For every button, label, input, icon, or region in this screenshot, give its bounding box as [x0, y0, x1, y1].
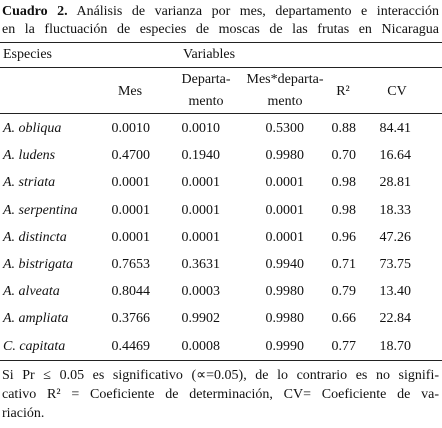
value-cell: 0.9940 [265, 257, 305, 272]
value-cell: 0.0001 [181, 202, 221, 218]
column-header: R² [336, 84, 350, 99]
value-cell: 13.40 [379, 284, 412, 300]
value-cell: 28.81 [379, 175, 412, 191]
rule [0, 113, 442, 114]
value-cell: 0.77 [331, 338, 357, 354]
rule [0, 42, 442, 43]
species-cell: A. distincta [3, 229, 67, 245]
value-cell: 0.0001 [111, 229, 151, 245]
value-cell: 0.4700 [111, 148, 151, 164]
value-cell: 18.33 [379, 202, 412, 218]
value-cell: 0.0001 [111, 175, 151, 191]
column-header: mento [267, 94, 303, 109]
value-cell: 73.75 [379, 257, 412, 272]
value-cell: 0.9990 [265, 338, 305, 354]
value-cell: 0.8044 [111, 284, 151, 300]
value-cell: 0.71 [331, 257, 357, 272]
caption-label: Cuadro 2. [2, 4, 68, 19]
value-cell: 0.0001 [111, 202, 151, 218]
value-cell: 0.98 [331, 175, 357, 191]
value-cell: 0.0001 [265, 229, 305, 245]
column-header: Mes*departa- [246, 72, 324, 87]
value-cell: 16.64 [379, 148, 412, 164]
value-cell: 0.0010 [181, 121, 221, 136]
footnote-line: riación. [2, 406, 45, 421]
footnote-line: Si Pr ≤ 0.05 es significativo (∝=0.05), … [2, 368, 439, 383]
value-cell: 0.66 [331, 311, 357, 327]
species-cell: C. capitata [3, 338, 66, 354]
value-cell: 0.4469 [111, 338, 151, 354]
caption-text: Análisis de varianza por mes, departamen… [76, 4, 439, 19]
species-cell: A. striata [3, 175, 56, 191]
rule [0, 67, 442, 68]
value-cell: 0.88 [331, 121, 357, 136]
footnote-line: cativo R² = Coeficiente de determinación… [2, 387, 439, 402]
value-cell: 0.0010 [111, 121, 151, 136]
value-cell: 47.26 [379, 229, 412, 245]
value-cell: 0.0003 [181, 284, 221, 300]
value-cell: 0.3631 [181, 257, 221, 272]
species-cell: A. alveata [3, 284, 60, 300]
value-cell: 0.9980 [265, 284, 305, 300]
value-cell: 0.1940 [181, 148, 221, 164]
rule [0, 360, 442, 361]
species-cell: A. ludens [3, 148, 56, 164]
species-cell: A. obliqua [3, 121, 62, 136]
species-cell: A. serpentina [3, 202, 78, 218]
column-header: Mes [117, 84, 143, 99]
value-cell: 0.79 [331, 284, 357, 300]
column-header: Departa- [181, 72, 231, 87]
value-cell: 0.70 [331, 148, 357, 164]
value-cell: 18.70 [379, 338, 412, 354]
value-cell: 0.9980 [265, 148, 305, 164]
column-header: mento [188, 94, 224, 109]
value-cell: 0.9902 [181, 311, 221, 327]
value-cell: 0.0001 [181, 175, 221, 191]
value-cell: 0.0001 [265, 175, 305, 191]
value-cell: 0.3766 [111, 311, 151, 327]
value-cell: 22.84 [379, 311, 412, 327]
species-cell: A. bistrigata [3, 257, 74, 272]
value-cell: 0.0001 [181, 229, 221, 245]
column-header: CV [387, 84, 407, 99]
value-cell: 0.98 [331, 202, 357, 218]
value-cell: 0.0008 [181, 338, 221, 354]
value-cell: 84.41 [379, 121, 412, 136]
header-cell: Especies [3, 47, 52, 62]
header-group: Variables [183, 47, 236, 62]
value-cell: 0.5300 [265, 121, 305, 136]
value-cell: 0.7653 [111, 257, 151, 272]
caption-line: Cuadro 2. Análisis de varianza por mes, … [2, 4, 439, 20]
species-cell: A. ampliata [3, 311, 69, 327]
value-cell: 0.96 [331, 229, 357, 245]
value-cell: 0.0001 [265, 202, 305, 218]
caption-line: en la fluctuación de especies de moscas … [2, 22, 439, 37]
value-cell: 0.9980 [265, 311, 305, 327]
